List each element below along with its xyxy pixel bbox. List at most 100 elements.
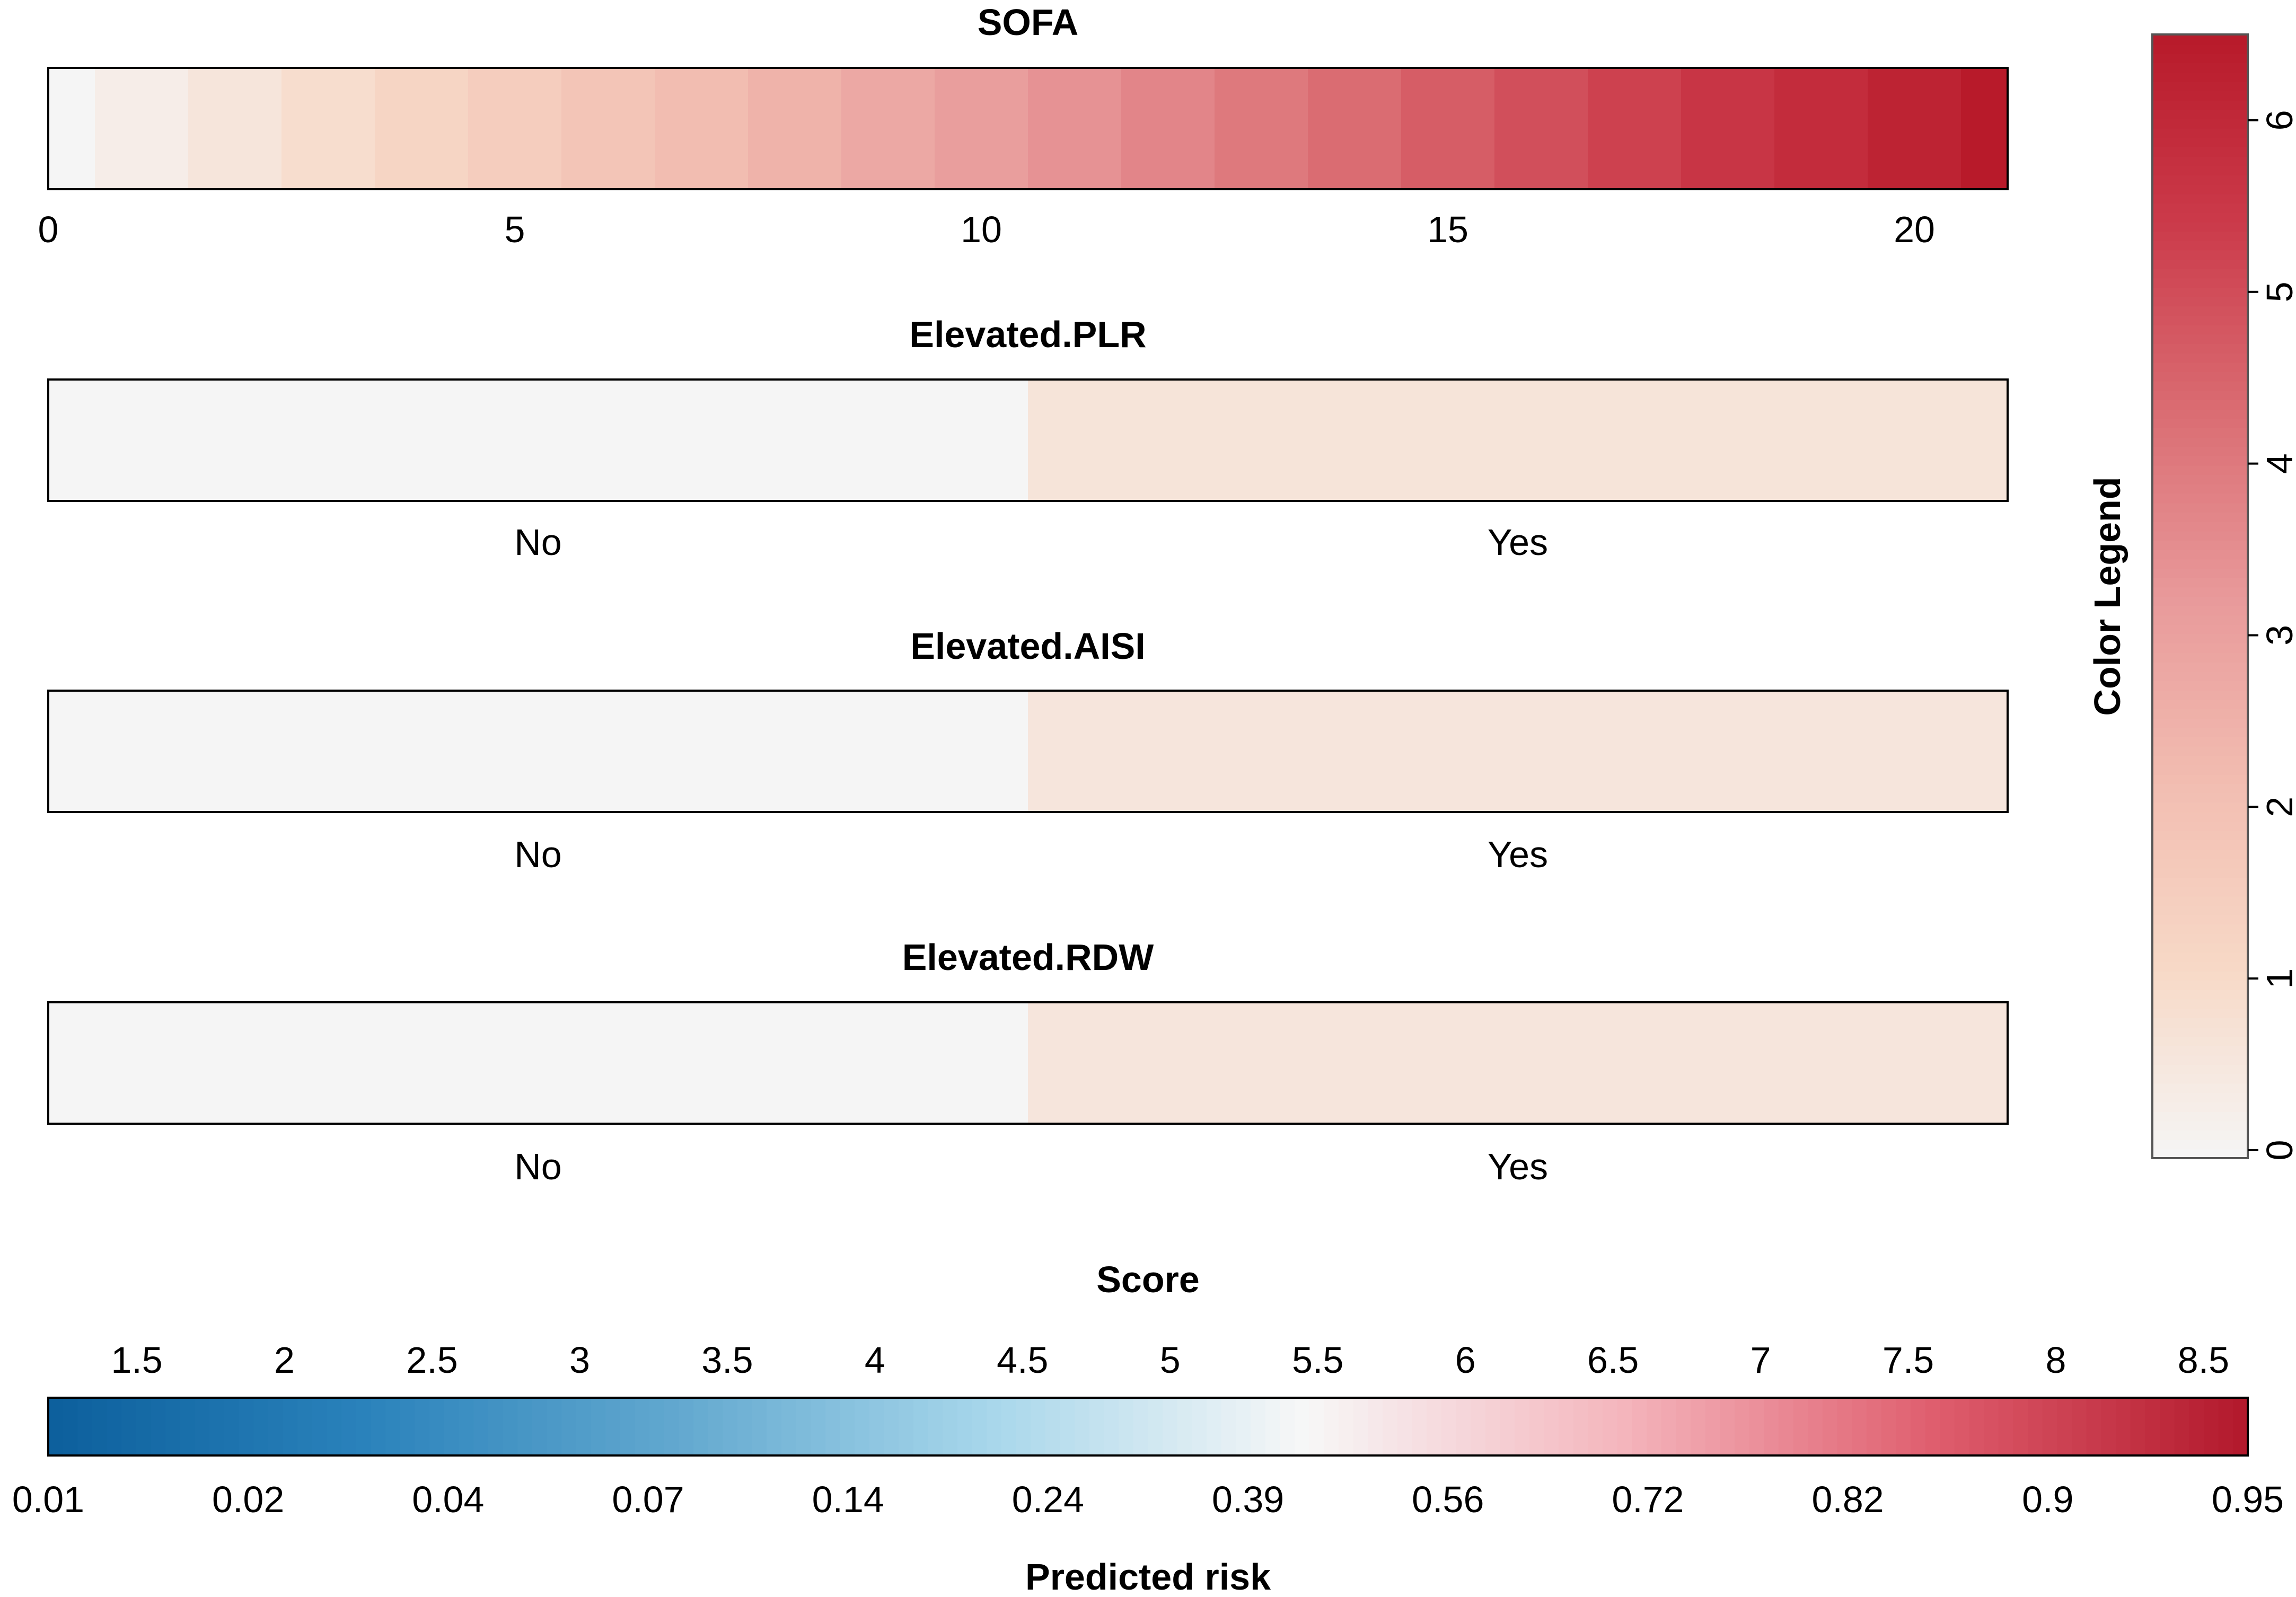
legend-swatch: [2152, 437, 2248, 447]
legend-swatch: [2152, 315, 2248, 325]
heat-cell: [48, 68, 95, 189]
score-tick-label: 4.5: [997, 1339, 1048, 1381]
score-tick-label: 8: [2046, 1339, 2066, 1381]
score-gradient-cell: [1602, 1398, 1618, 1455]
score-gradient-cell: [547, 1398, 562, 1455]
score-tick-label: 3: [569, 1339, 590, 1381]
score-gradient-cell: [840, 1398, 856, 1455]
legend-swatch: [2152, 250, 2248, 260]
score-gradient-cell: [151, 1398, 166, 1455]
legend-swatch: [2152, 605, 2248, 616]
legend-swatch: [2152, 53, 2248, 63]
heat-cell: [1121, 68, 1215, 189]
score-gradient-cell: [385, 1398, 401, 1455]
legend-swatch: [2152, 755, 2248, 765]
legend-swatch: [2152, 970, 2248, 981]
score-gradient-cell: [1119, 1398, 1134, 1455]
score-gradient-cell: [1192, 1398, 1208, 1455]
score-gradient-cell: [107, 1398, 122, 1455]
risk-tick-label: 0.24: [1012, 1479, 1084, 1520]
legend-swatch: [2152, 428, 2248, 438]
heat-cell: [1588, 68, 1682, 189]
score-gradient-cell: [1148, 1398, 1164, 1455]
category-label: No: [514, 1146, 561, 1187]
legend-swatch: [2152, 156, 2248, 166]
risk-tick-label: 0.07: [612, 1479, 684, 1520]
legend-swatch: [2152, 980, 2248, 990]
legend-tick-label: 5: [2259, 281, 2296, 302]
legend-swatch: [2152, 624, 2248, 634]
score-gradient-cell: [899, 1398, 914, 1455]
score-gradient-cell: [415, 1398, 430, 1455]
legend-swatch: [2152, 1092, 2248, 1102]
heat-cell: [48, 1002, 1028, 1124]
score-gradient-cell: [1940, 1398, 1955, 1455]
score-gradient-cell: [2233, 1398, 2248, 1455]
legend-swatch: [2152, 858, 2248, 869]
category-label: Yes: [1488, 1146, 1548, 1187]
legend-swatch: [2152, 465, 2248, 475]
score-gradient-cell: [1705, 1398, 1721, 1455]
legend-swatch: [2152, 568, 2248, 578]
score-gradient-cell: [2042, 1398, 2058, 1455]
legend-swatch: [2152, 652, 2248, 663]
legend-swatch: [2152, 119, 2248, 129]
legend-swatch: [2152, 512, 2248, 522]
legend-swatch: [2152, 765, 2248, 775]
score-gradient-cell: [1075, 1398, 1090, 1455]
legend-swatch: [2152, 418, 2248, 428]
heat-cell: [375, 68, 469, 189]
legend-swatch: [2152, 952, 2248, 962]
legend-swatch: [2152, 1130, 2248, 1140]
legend-swatch: [2152, 1074, 2248, 1084]
score-gradient-cell: [1954, 1398, 1970, 1455]
score-tick-label: 1.5: [111, 1339, 162, 1381]
legend-swatch: [2152, 793, 2248, 803]
score-gradient-cell: [987, 1398, 1002, 1455]
legend-swatch: [2152, 999, 2248, 1009]
legend-swatch: [2152, 681, 2248, 691]
score-gradient-cell: [1456, 1398, 1472, 1455]
score-gradient-cell: [664, 1398, 680, 1455]
score-gradient-cell: [2072, 1398, 2087, 1455]
score-gradient-cell: [1617, 1398, 1633, 1455]
score-gradient-cell: [1690, 1398, 1706, 1455]
legend-tick-label: 3: [2259, 625, 2296, 646]
risk-tick-label: 0.82: [1812, 1479, 1884, 1520]
legend-swatch: [2152, 933, 2248, 943]
score-gradient-cell: [2130, 1398, 2146, 1455]
score-gradient-cell: [1060, 1398, 1076, 1455]
score-gradient-cell: [1808, 1398, 1823, 1455]
score-gradient-cell: [2013, 1398, 2029, 1455]
score-gradient-cell: [957, 1398, 973, 1455]
score-gradient-cell: [1016, 1398, 1032, 1455]
score-gradient-cell: [1661, 1398, 1677, 1455]
score-gradient-cell: [1734, 1398, 1750, 1455]
score-gradient-cell: [1515, 1398, 1530, 1455]
legend-tick-label: 1: [2259, 968, 2296, 989]
score-gradient-cell: [224, 1398, 240, 1455]
axis-tick-label: 20: [1894, 209, 1935, 250]
panel-frame: [47, 690, 2009, 813]
legend-swatch: [2152, 493, 2248, 504]
legend-swatch: [2152, 886, 2248, 897]
panel-title: Elevated.RDW: [902, 937, 1154, 978]
score-gradient-cell: [121, 1398, 137, 1455]
score-tick-label: 2.5: [406, 1339, 458, 1381]
risk-tick-label: 0.14: [812, 1479, 884, 1520]
score-gradient-cell: [1558, 1398, 1574, 1455]
legend-swatch: [2152, 231, 2248, 241]
risk-tick-label: 0.01: [12, 1479, 84, 1520]
score-gradient-cell: [2101, 1398, 2117, 1455]
score-gradient-cell: [1646, 1398, 1662, 1455]
legend-swatch: [2152, 72, 2248, 82]
legend-swatch: [2152, 1064, 2248, 1074]
score-gradient-cell: [77, 1398, 93, 1455]
legend-swatch: [2152, 362, 2248, 372]
axis-tick-label: 10: [961, 209, 1002, 250]
score-bar-frame: [47, 1397, 2249, 1457]
legend-swatch: [2152, 381, 2248, 391]
score-gradient-cell: [1676, 1398, 1691, 1455]
axis-tick-label: 5: [505, 209, 525, 250]
heat-cell: [1868, 68, 1961, 189]
